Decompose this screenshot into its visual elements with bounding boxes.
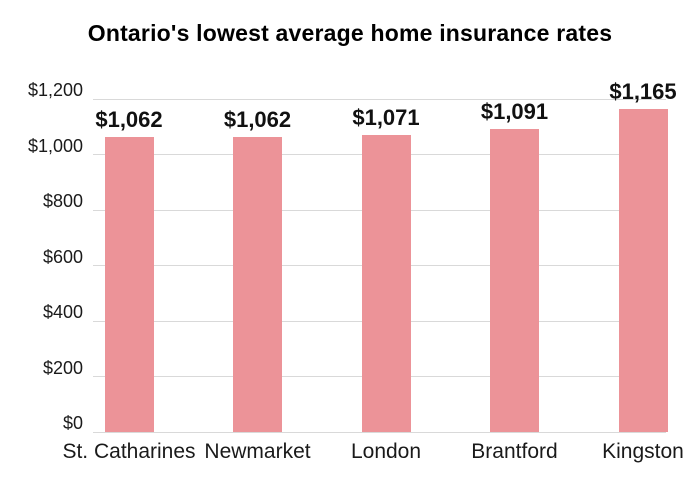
y-tick-label: $1,000	[27, 135, 83, 156]
y-tick-label: $400	[42, 302, 83, 322]
bar-kingston	[618, 109, 668, 432]
chart-title: Ontario's lowest average home insurance …	[87, 20, 613, 46]
bar-newmarket	[233, 137, 282, 432]
x-tick-label: London	[350, 440, 422, 463]
x-tick-label: St. Catharines	[62, 440, 196, 463]
x-tick-label: Brantford	[471, 440, 558, 463]
value-label: $1,062	[95, 107, 163, 132]
y-tick-label: $200	[42, 357, 83, 378]
y-tick-label: $600	[42, 246, 83, 267]
x-tick-label: Kingston	[602, 440, 684, 463]
value-label: $1,071	[352, 105, 420, 130]
value-label: $1,091	[480, 99, 549, 124]
bar-st-catharines	[104, 137, 154, 432]
value-label: $1,062	[223, 107, 292, 132]
x-tick-label: Newmarket	[204, 440, 311, 463]
y-tick-label: $800	[42, 191, 83, 211]
y-tick-label: $0	[62, 413, 83, 433]
y-tick-label: $1,200	[27, 80, 83, 100]
gridline-1200	[93, 98, 666, 100]
bar-brantford	[490, 129, 539, 432]
plot-area	[93, 98, 668, 433]
bar-london	[361, 135, 411, 432]
gridline-0	[93, 431, 666, 433]
value-label: $1,165	[609, 79, 677, 104]
